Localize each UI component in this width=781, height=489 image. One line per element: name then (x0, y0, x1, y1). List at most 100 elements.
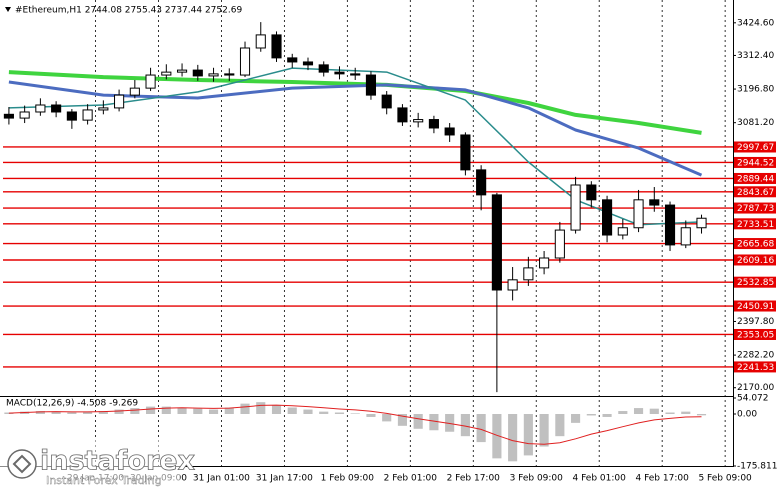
macd-bar (51, 411, 61, 414)
candle-body (696, 217, 707, 229)
macd-bar (681, 411, 691, 414)
macd-bar (633, 408, 644, 414)
macd-bar (146, 406, 156, 414)
level-label: 2944.52 (737, 158, 774, 168)
y-tick-label: 0.00 (737, 409, 757, 419)
x-tick-label: 1 Feb 09:00 (321, 474, 375, 484)
candle-body (66, 111, 77, 121)
macd-signal (8, 404, 702, 445)
candle-body (649, 199, 660, 206)
y-tick-label: -175.811 (737, 462, 777, 472)
macd-bar (114, 409, 124, 414)
candle-body (208, 73, 219, 77)
macd-bar (350, 413, 360, 414)
macd-bar (492, 413, 502, 459)
macd-bar (586, 413, 596, 416)
candle-body (602, 199, 613, 236)
macd-bar (523, 413, 533, 456)
macd-bar (649, 408, 659, 414)
macd-bar (193, 408, 203, 414)
candle-body (224, 73, 235, 76)
x-tick-label: 2 Feb 17:00 (447, 474, 501, 484)
x-tick-label: 2 Feb 01:00 (384, 474, 438, 484)
macd-bar (161, 406, 171, 414)
tagline: Instant Forex Trading (46, 474, 162, 487)
level-tag (734, 172, 776, 184)
candle-body (145, 74, 156, 89)
candle-body (98, 107, 109, 111)
y-tick-label: 2397.80 (737, 317, 774, 327)
macd-bar (366, 413, 376, 417)
macd-bar (413, 413, 423, 429)
candle-body (539, 257, 550, 269)
candle-body (82, 109, 93, 121)
macd-bar (571, 413, 581, 423)
candle-body (476, 169, 487, 196)
candle-body (302, 61, 314, 66)
candle-body (507, 279, 518, 291)
macd-bar (256, 402, 266, 414)
brand: instaforex (40, 446, 195, 477)
macd-bar (665, 412, 675, 414)
level-tag (734, 276, 776, 288)
macd-bar (476, 413, 486, 443)
candle-body (318, 64, 329, 73)
macd-bar (271, 405, 282, 414)
candle-body (586, 184, 597, 201)
level-tag (734, 186, 776, 198)
level-tag (734, 218, 776, 230)
y-tick-label: 3081.20 (737, 118, 774, 128)
level-label: 2532.85 (737, 278, 774, 288)
macd-bar (67, 412, 77, 414)
level-tag (734, 300, 776, 312)
candle-body (35, 104, 46, 113)
candle-body (365, 74, 377, 96)
macd-bar (4, 412, 14, 414)
logo-icon (7, 449, 37, 479)
chart-title: #Ethereum,H1 2744.08 2755.43 2737.44 275… (15, 6, 242, 16)
candle-body (523, 267, 534, 281)
macd-bar (83, 411, 93, 414)
candle-body (680, 227, 691, 246)
candle-body (460, 134, 471, 171)
candle-body (397, 107, 408, 123)
level-label: 2450.91 (737, 302, 774, 312)
x-tick-label: 31 Jan 17:00 (256, 474, 313, 484)
macd-bar (240, 403, 250, 414)
level-tag (734, 254, 776, 266)
candle-body (491, 194, 502, 291)
level-label: 2353.05 (737, 330, 774, 340)
level-label: 2733.51 (737, 220, 774, 230)
y-tick-label: 2282.20 (737, 351, 774, 361)
level-tag (734, 141, 776, 153)
moving-average (8, 80, 703, 177)
candle-body (271, 34, 282, 59)
logo-mark (12, 454, 32, 474)
y-tick-label: 3312.40 (737, 51, 774, 61)
level-label: 2665.68 (737, 240, 774, 250)
symbol-icon (5, 7, 11, 12)
macd-bar (460, 413, 470, 437)
macd-bar (555, 413, 565, 437)
candle-body (334, 71, 345, 75)
candle-body (664, 204, 676, 246)
macd-bar (303, 409, 313, 414)
candle-body (633, 199, 644, 229)
candle-body (381, 94, 392, 109)
macd-bar (602, 413, 612, 417)
y-tick-label: 3196.80 (737, 85, 774, 95)
candle-body (3, 113, 14, 119)
macd-title: MACD(12,26,9) -4.508 -9.269 (6, 399, 138, 409)
macd-bar (445, 413, 455, 432)
x-tick-label: 3 Feb 09:00 (510, 474, 564, 484)
candle-body (129, 87, 140, 96)
macd-bar (382, 413, 392, 422)
x-tick-label: 5 Feb 09:00 (698, 474, 752, 484)
candle-body (350, 73, 361, 76)
macd-bar (130, 408, 140, 414)
level-tag (734, 361, 776, 373)
candle-body (428, 119, 439, 129)
macd-bar (287, 407, 297, 414)
